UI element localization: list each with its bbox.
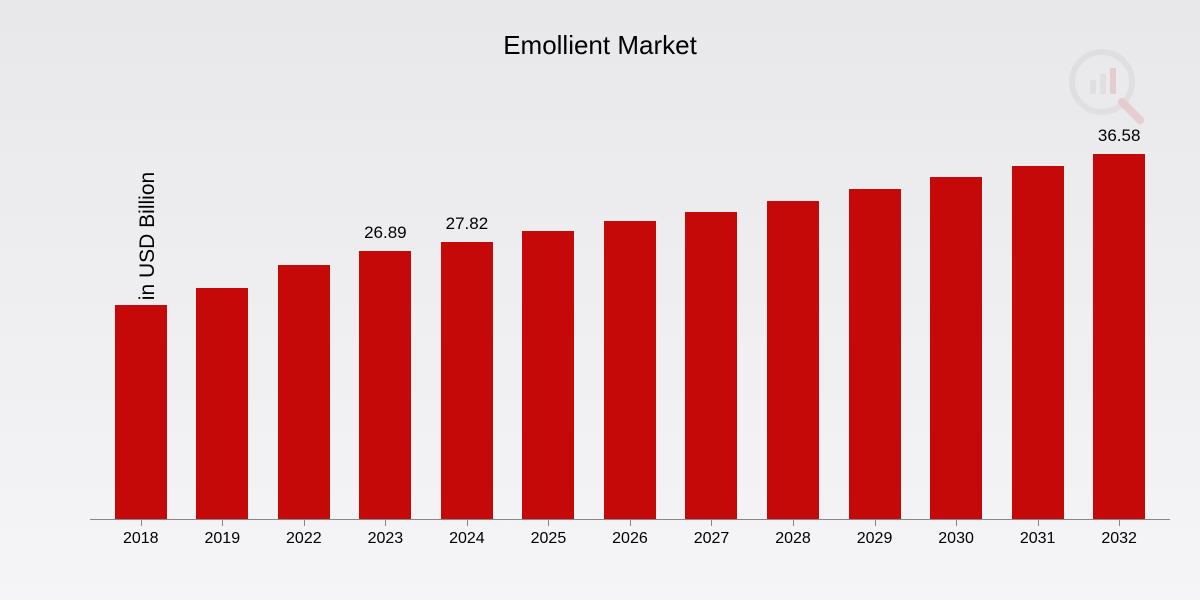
x-axis-labels: 2018 2019 2022 2023 2024 2025 2026 2027 2028 2029… <box>90 520 1170 560</box>
bar <box>1093 154 1145 519</box>
bar <box>278 265 330 519</box>
bar <box>685 212 737 519</box>
x-axis-year: 2026 <box>612 530 648 547</box>
bar-group <box>752 120 834 519</box>
bar <box>849 189 901 519</box>
x-axis-tick-label: 2026 <box>589 520 671 560</box>
bar-group <box>508 120 590 519</box>
x-axis-year: 2028 <box>775 530 811 547</box>
x-axis-tick-label: 2031 <box>997 520 1079 560</box>
x-axis-tick-label: 2030 <box>915 520 997 560</box>
bar <box>604 221 656 519</box>
x-axis-year: 2027 <box>694 530 730 547</box>
bar <box>115 305 167 519</box>
x-axis-tick-label: 2022 <box>263 520 345 560</box>
x-axis-year: 2030 <box>938 530 974 547</box>
x-axis-tick-label: 2025 <box>508 520 590 560</box>
x-axis-tick <box>956 520 957 526</box>
chart-container: 26.89 27.82 36.58 2018 2019 2022 2023 2024 2025… <box>75 120 1170 560</box>
bar <box>767 201 819 519</box>
x-axis-year: 2031 <box>1020 530 1056 547</box>
x-axis-tick <box>548 520 549 526</box>
x-axis-tick-label: 2029 <box>834 520 916 560</box>
x-axis-tick <box>1119 520 1120 526</box>
x-axis-year: 2032 <box>1101 530 1137 547</box>
x-axis-tick <box>711 520 712 526</box>
bar-group <box>834 120 916 519</box>
x-axis-tick-label: 2023 <box>345 520 427 560</box>
x-axis-year: 2018 <box>123 530 159 547</box>
x-axis-tick <box>141 520 142 526</box>
plot-area: 26.89 27.82 36.58 <box>90 120 1170 520</box>
bar-group <box>182 120 264 519</box>
x-axis-year: 2022 <box>286 530 322 547</box>
x-axis-tick <box>467 520 468 526</box>
bar <box>196 288 248 519</box>
x-axis-tick-label: 2028 <box>752 520 834 560</box>
x-axis-tick <box>304 520 305 526</box>
bar-group: 26.89 <box>345 120 427 519</box>
bar-group <box>997 120 1079 519</box>
bar-value-label: 27.82 <box>446 214 489 234</box>
x-axis-tick-label: 2027 <box>671 520 753 560</box>
bar-group <box>915 120 997 519</box>
x-axis-tick <box>630 520 631 526</box>
x-axis-year: 2025 <box>531 530 567 547</box>
chart-title: Emollient Market <box>0 0 1200 61</box>
bar <box>359 251 411 519</box>
x-axis-tick <box>222 520 223 526</box>
bar <box>441 242 493 520</box>
x-axis-tick <box>385 520 386 526</box>
bar-value-label: 26.89 <box>364 223 407 243</box>
x-axis-tick <box>793 520 794 526</box>
bar <box>1012 166 1064 519</box>
bar-group: 36.58 <box>1078 120 1160 519</box>
bar-group: 27.82 <box>426 120 508 519</box>
bars-wrapper: 26.89 27.82 36.58 <box>90 120 1170 519</box>
x-axis-year: 2029 <box>857 530 893 547</box>
x-axis-year: 2024 <box>449 530 485 547</box>
x-axis-tick-label: 2018 <box>100 520 182 560</box>
bar-value-label: 36.58 <box>1098 126 1141 146</box>
x-axis-year: 2019 <box>205 530 241 547</box>
x-axis-year: 2023 <box>368 530 404 547</box>
x-axis-tick-label: 2032 <box>1078 520 1160 560</box>
bar <box>522 231 574 519</box>
x-axis-tick <box>1038 520 1039 526</box>
x-axis-tick-label: 2024 <box>426 520 508 560</box>
bar-group <box>589 120 671 519</box>
bar <box>930 177 982 519</box>
bar-group <box>263 120 345 519</box>
x-axis-tick <box>875 520 876 526</box>
bar-group <box>100 120 182 519</box>
bar-group <box>671 120 753 519</box>
x-axis-tick-label: 2019 <box>182 520 264 560</box>
